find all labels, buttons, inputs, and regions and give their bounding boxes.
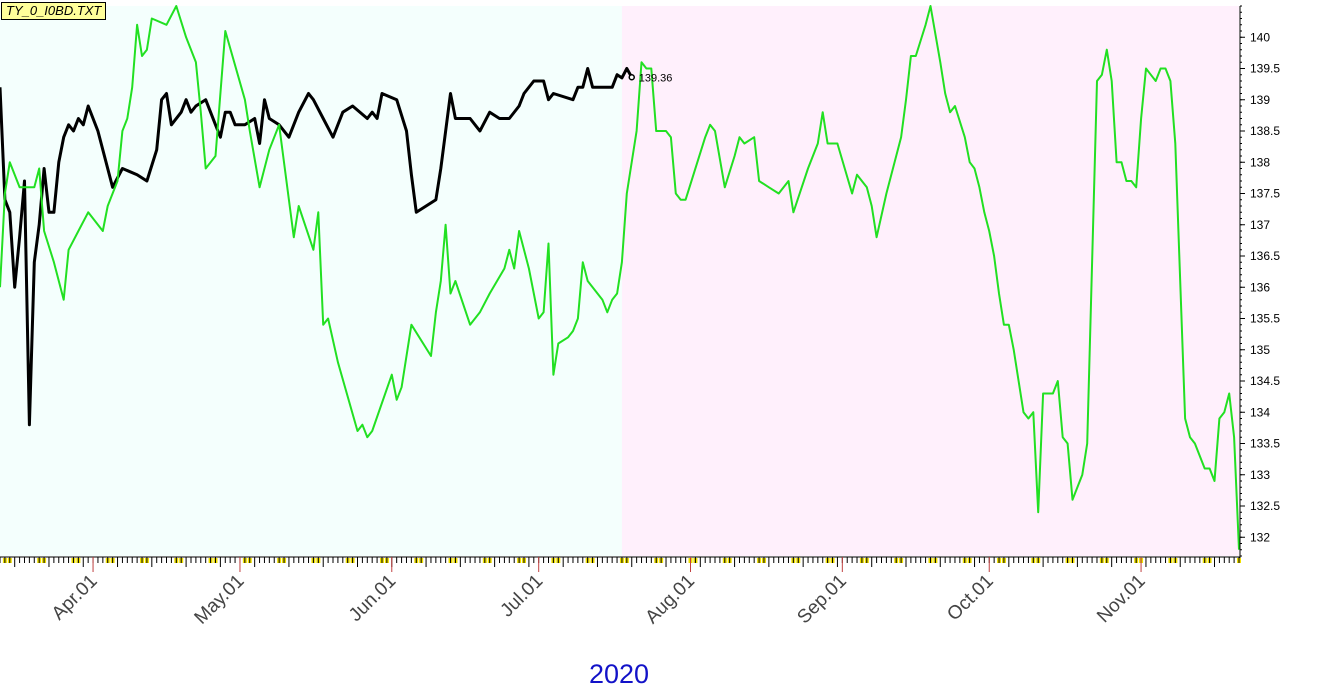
y-tick-label: 132	[1250, 530, 1270, 544]
series-line-2	[0, 5, 1240, 550]
y-tick-label: 135	[1250, 343, 1270, 357]
x-axis: Apr.01 May.01 Jun.01 Jul.01 Aug.01 Sep.01 Oct.…	[0, 556, 1241, 629]
last-value-marker	[628, 74, 635, 81]
y-tick-label: 135.5	[1250, 312, 1280, 326]
y-tick-label: 136.5	[1250, 249, 1280, 263]
y-tick-label: 133.5	[1250, 437, 1280, 451]
y-tick-label: 134	[1250, 405, 1270, 419]
series-layer	[0, 5, 1240, 550]
year-label: 2020	[589, 659, 649, 689]
last-value-label: 139.36	[639, 72, 673, 84]
x-tick-label: Nov.01	[1093, 571, 1149, 627]
y-tick-label: 139	[1250, 93, 1270, 107]
y-tick-label: 134.5	[1250, 374, 1280, 388]
y-tick-label: 136	[1250, 280, 1270, 294]
file-name-label: TY_0_I0BD.TXT	[1, 2, 107, 20]
y-axis: 132 132.5 133 133.5 134 134.5 135 135.5 136 136.5…	[1239, 5, 1280, 561]
x-tick-label: Jul.01	[497, 571, 548, 622]
y-tick-label: 140	[1250, 30, 1270, 44]
x-tick-label: May.01	[191, 571, 249, 629]
y-tick-label: 137	[1250, 218, 1270, 232]
x-tick-label: Apr.01	[48, 571, 102, 625]
y-tick-label: 138	[1250, 155, 1270, 169]
shaded-region-2	[621, 6, 1239, 556]
x-tick-label: Aug.01	[642, 571, 699, 628]
y-tick-label: 139.5	[1250, 62, 1280, 76]
series-line-1	[0, 67, 634, 427]
x-tick-label: Oct.01	[943, 571, 997, 625]
x-tick-label: Sep.01	[793, 571, 850, 628]
y-tick-label: 138.5	[1250, 124, 1280, 138]
y-tick-label: 132.5	[1250, 499, 1280, 513]
y-tick-label: 133	[1250, 468, 1270, 482]
x-tick-label: Jun.01	[345, 571, 400, 626]
y-tick-label: 137.5	[1250, 187, 1280, 201]
